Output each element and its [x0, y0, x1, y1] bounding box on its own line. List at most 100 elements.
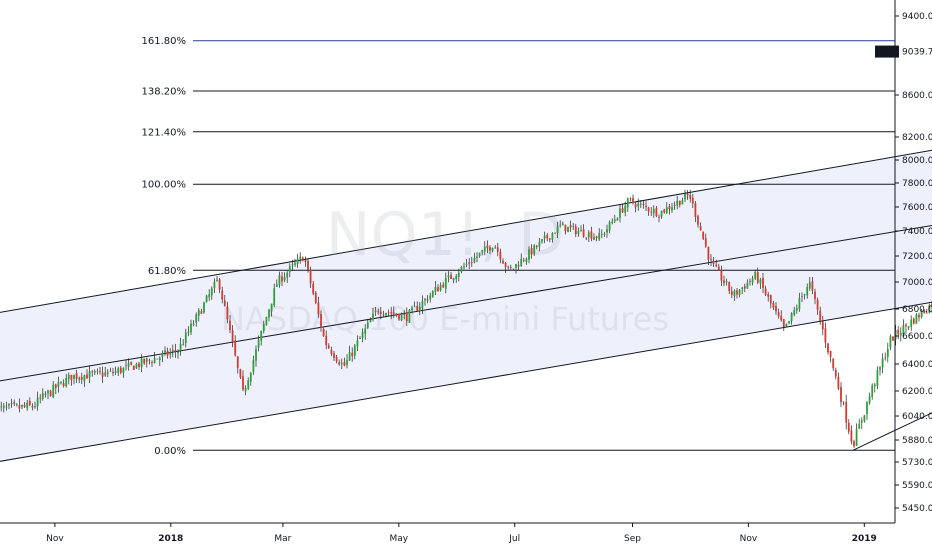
candle-body	[928, 304, 931, 313]
candle-body	[218, 279, 221, 290]
candle-body	[816, 299, 819, 310]
candle-body	[390, 312, 393, 314]
candle-body	[226, 306, 229, 320]
candle-body	[572, 225, 575, 227]
candle-body	[21, 404, 23, 408]
candle-body	[247, 380, 250, 389]
candle-body	[421, 301, 424, 308]
candle-body	[837, 376, 840, 389]
candle-body	[923, 310, 926, 313]
candle-body	[668, 206, 671, 210]
candle-body	[743, 286, 746, 289]
candle-body	[221, 290, 224, 300]
candle-body	[541, 238, 543, 242]
candle-body	[286, 272, 289, 278]
candle-body	[49, 390, 52, 397]
candle-body	[496, 247, 499, 252]
candle-body	[798, 298, 801, 310]
candle-body	[801, 296, 803, 298]
candle-body	[161, 353, 164, 357]
candle-body	[658, 216, 660, 218]
candle-body	[364, 328, 367, 334]
candle-body	[13, 402, 16, 404]
candle-body	[697, 216, 699, 225]
candle-body	[158, 357, 161, 361]
candle-body	[164, 350, 166, 353]
candle-body	[569, 225, 572, 228]
candle-body	[582, 229, 585, 237]
fibonacci-levels[interactable]: 161.80% 138.20% 121.40% 100.00% 61.80% 0.00%	[142, 36, 896, 457]
candle-body	[231, 330, 234, 343]
candle-body	[244, 388, 247, 392]
candle-body	[114, 371, 117, 373]
candle-body	[73, 374, 75, 379]
candle-body	[673, 204, 676, 207]
candle-body	[86, 374, 88, 379]
candle-body	[179, 343, 182, 351]
candle-body	[307, 260, 309, 270]
candle-body	[710, 259, 712, 261]
candle-body	[93, 370, 96, 373]
candle-body	[424, 298, 426, 301]
candle-body	[359, 337, 361, 339]
candle-body	[34, 406, 36, 408]
candle-body	[236, 356, 239, 368]
candle-body	[330, 349, 333, 354]
candle-body	[580, 229, 582, 232]
candle-body	[483, 246, 486, 252]
candle-body	[374, 310, 377, 313]
candle-body	[242, 376, 244, 390]
candle-body	[356, 340, 359, 347]
candle-body	[288, 266, 291, 273]
candle-body	[195, 314, 198, 323]
candle-body	[395, 313, 398, 316]
candle-body	[273, 288, 276, 306]
candle-body	[252, 360, 255, 372]
price-tick-label: 5590.00	[902, 481, 932, 491]
candle-body	[8, 404, 10, 406]
candle-body	[678, 200, 681, 205]
time-axis[interactable]: Nov2018MarMayJulSepNov2019MarMayJulSepNo…	[0, 522, 932, 544]
price-axis[interactable]: 9400.00 8600.00 8200.00 8000.00 7800.00 7600.…	[894, 0, 932, 523]
candle-body	[691, 197, 694, 204]
candle-body	[694, 203, 697, 218]
price-tick-label: 5880.00	[902, 436, 932, 446]
candle-body	[47, 390, 49, 394]
candle-body	[876, 370, 879, 386]
candle-body	[372, 313, 374, 320]
candle-body	[494, 247, 497, 249]
candle-body	[366, 322, 369, 328]
candle-body	[590, 231, 593, 239]
candle-body	[824, 328, 827, 343]
candle-body	[192, 323, 195, 325]
candle-body	[645, 205, 647, 208]
candle-body	[78, 377, 81, 380]
candle-body	[351, 352, 354, 357]
candle-body	[122, 367, 125, 374]
price-tag-symbol-box	[875, 45, 899, 58]
price-tick-label: 9400.00	[902, 12, 932, 22]
candle-body	[418, 306, 421, 312]
fib-level-label: 138.20%	[142, 87, 187, 98]
time-tick-label: Sep	[624, 534, 641, 544]
candle-body	[676, 200, 679, 206]
candle-body	[130, 361, 133, 365]
time-tick-label: Nov	[46, 534, 64, 544]
candle-body	[291, 264, 294, 266]
candle-body	[546, 234, 549, 239]
candle-body	[213, 281, 216, 289]
candle-body	[897, 329, 900, 335]
candle-body	[135, 364, 138, 369]
candle-body	[894, 330, 897, 340]
candle-body	[850, 430, 853, 442]
candle-body	[548, 238, 551, 240]
candle-body	[52, 384, 55, 398]
candle-body	[301, 257, 304, 262]
candle-body	[853, 441, 855, 447]
channel-middle-line	[0, 224, 932, 382]
candle-body	[112, 371, 114, 373]
fib-level-label: 100.00%	[142, 180, 187, 191]
candle-body	[660, 210, 663, 217]
watermark: NQ1!, D NASDAQ 100 E-mini Futures	[221, 200, 669, 338]
